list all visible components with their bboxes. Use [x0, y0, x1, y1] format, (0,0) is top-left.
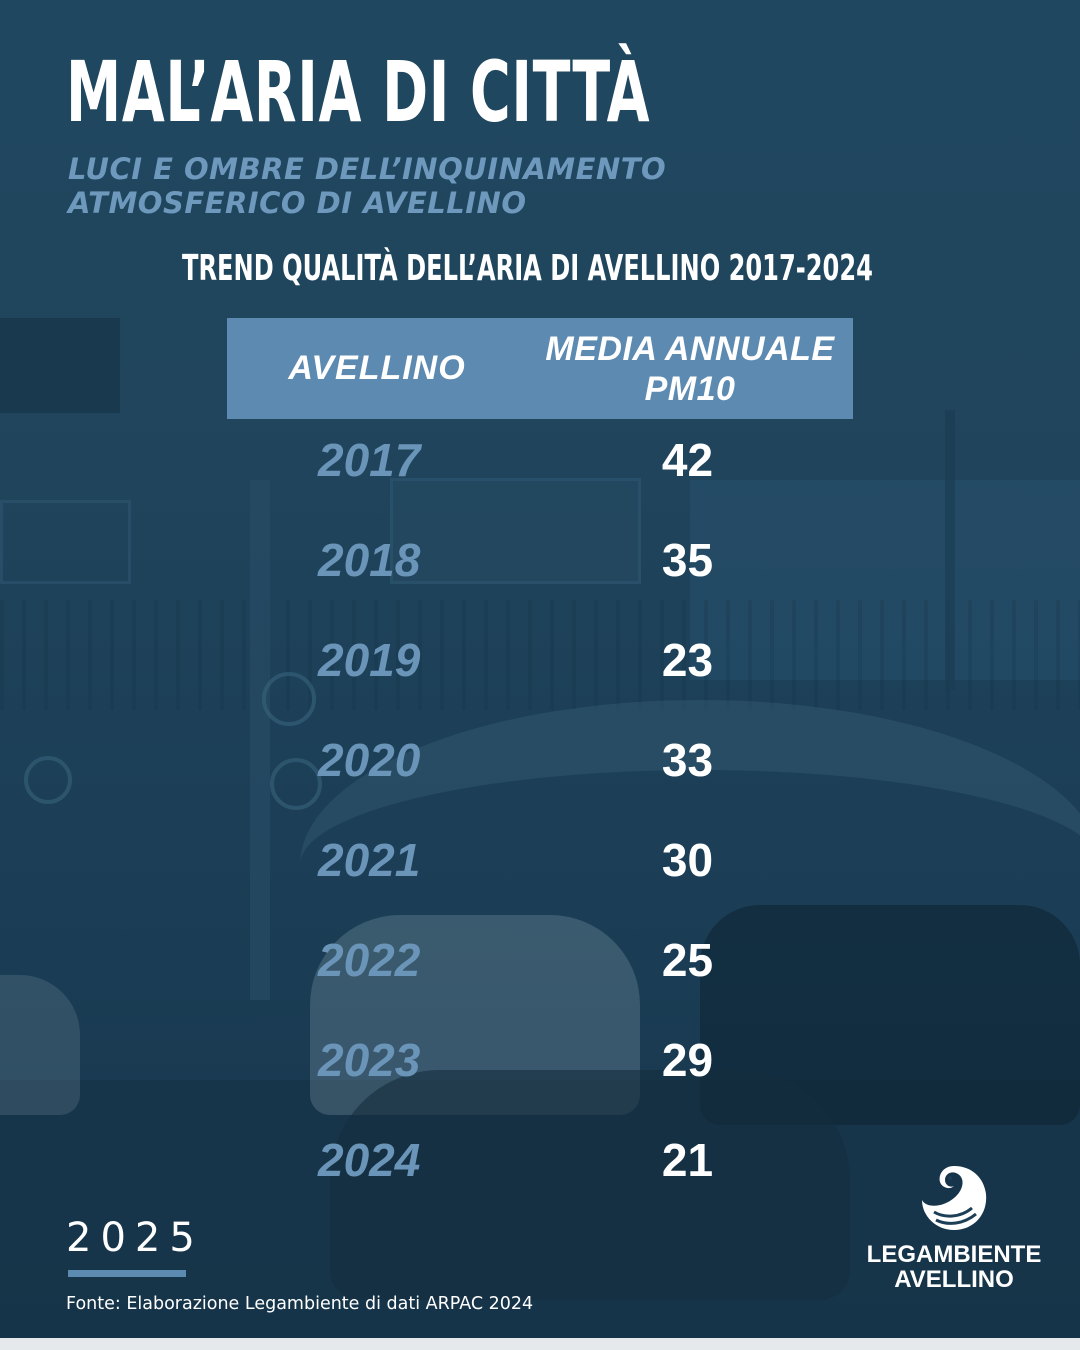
- table-header: AVELLINO MEDIA ANNUALE PM10: [227, 318, 853, 419]
- column-header-city: AVELLINO: [288, 349, 466, 387]
- background-car: [0, 975, 80, 1115]
- table-row-value: 25: [661, 934, 714, 986]
- table-heading: TREND QUALITÀ DELL’ARIA DI AVELLINO 2017…: [182, 248, 873, 289]
- page-title: MAL’ARIA DI CITTÀ: [66, 43, 651, 141]
- background-road-sign: [262, 672, 316, 726]
- page-subtitle: LUCI E OMBRE DELL’INQUINAMENTO ATMOSFERI…: [68, 152, 667, 220]
- table-row-value: 33: [661, 734, 714, 786]
- column-header-pm10: MEDIA ANNUALE PM10: [527, 318, 853, 419]
- table-row-value: 29: [661, 1034, 714, 1086]
- column-header-pm10-label: MEDIA ANNUALE PM10: [545, 329, 835, 408]
- bottom-strip: [0, 1338, 1080, 1350]
- table-row-year: 2020: [318, 734, 421, 786]
- table-row-year: 2024: [318, 1134, 421, 1186]
- background-road-sign: [270, 758, 322, 810]
- background-car: [700, 905, 1080, 1125]
- logo-text: LEGAMBIENTE AVELLINO: [856, 1242, 1052, 1292]
- table-row-value: 42: [661, 434, 714, 486]
- table-row-year: 2023: [318, 1034, 421, 1086]
- legambiente-logo: LEGAMBIENTE AVELLINO: [856, 1160, 1052, 1300]
- table-row-year: 2018: [318, 534, 421, 586]
- background-building: [690, 480, 1080, 680]
- background-pole: [945, 410, 955, 690]
- table-row-year: 2017: [318, 434, 421, 486]
- table-row-value: 23: [661, 634, 714, 686]
- logo-label: LEGAMBIENTE AVELLINO: [866, 1241, 1042, 1293]
- table-row-value: 30: [661, 834, 714, 886]
- swan-icon: [922, 1166, 987, 1230]
- edition-year-underline: [68, 1270, 186, 1277]
- background-fence: [0, 600, 1080, 710]
- table-row-year: 2022: [318, 934, 421, 986]
- edition-year: 2025: [66, 1215, 204, 1261]
- table-row-year: 2019: [318, 634, 421, 686]
- table-row-year: 2021: [318, 834, 421, 886]
- background-road-sign: [24, 756, 72, 804]
- background-sign: [0, 500, 131, 584]
- source-note: Fonte: Elaborazione Legambiente di dati …: [66, 1294, 534, 1314]
- background-sign: [0, 318, 120, 413]
- background-pole: [250, 480, 270, 1000]
- table-row-value: 21: [661, 1134, 714, 1186]
- table-row-value: 35: [661, 534, 714, 586]
